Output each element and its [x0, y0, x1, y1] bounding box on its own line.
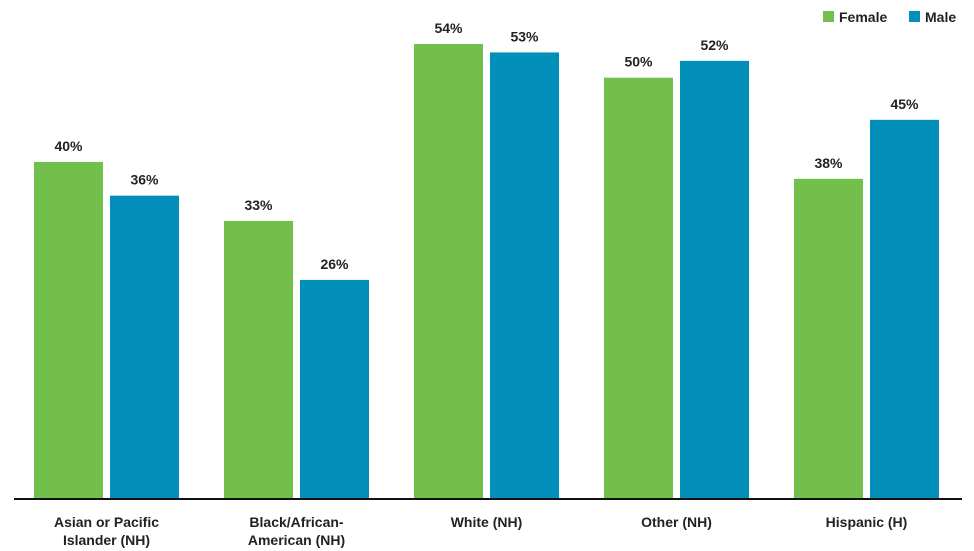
value-label-male-asian-or-pacific-islander-nh: 36%	[130, 172, 159, 188]
legend-swatch-female	[823, 11, 834, 22]
legend-label-male: Male	[925, 9, 956, 25]
bar-female-black-african-american-nh	[224, 220, 293, 499]
legend: Female Male	[823, 9, 956, 25]
category-label-other-nh: Other (NH)	[641, 514, 712, 530]
bar-female-white-nh	[414, 44, 483, 499]
bar-male-black-african-american-nh	[300, 279, 369, 499]
bar-female-other-nh	[604, 77, 673, 499]
legend-swatch-male	[909, 11, 920, 22]
value-label-female-black-african-american-nh: 33%	[244, 197, 273, 213]
value-label-male-white-nh: 53%	[510, 28, 539, 44]
category-label-asian-or-pacific-islander-nh-line-2: Islander (NH)	[63, 532, 150, 548]
bar-female-hispanic-h	[794, 178, 863, 499]
value-label-female-white-nh: 54%	[434, 20, 463, 36]
bar-male-white-nh	[490, 52, 559, 499]
bar-male-asian-or-pacific-islander-nh	[110, 195, 179, 499]
category-label-hispanic-h: Hispanic (H)	[826, 514, 908, 530]
value-label-male-other-nh: 52%	[700, 37, 729, 53]
value-label-female-hispanic-h: 38%	[814, 155, 843, 171]
category-label-asian-or-pacific-islander-nh-line-1: Asian or Pacific	[54, 514, 159, 530]
value-label-male-hispanic-h: 45%	[890, 96, 919, 112]
value-label-female-asian-or-pacific-islander-nh: 40%	[54, 138, 83, 154]
bar-male-other-nh	[680, 60, 749, 499]
category-labels-group: Asian or Pacific Islander (NH) Black/Afric…	[54, 514, 907, 548]
bars-group	[34, 44, 939, 500]
value-label-male-black-african-american-nh: 26%	[320, 256, 349, 272]
value-labels-group: 40% 36% 33% 26% 54% 53% 50% 52% 38% 45%	[54, 20, 919, 272]
bar-male-hispanic-h	[870, 119, 939, 499]
legend-label-female: Female	[839, 9, 887, 25]
category-label-black-african-american-nh-line-2: American (NH)	[248, 532, 345, 548]
category-label-white-nh: White (NH)	[451, 514, 523, 530]
bar-female-asian-or-pacific-islander-nh	[34, 161, 103, 500]
category-label-black-african-american-nh-line-1: Black/African-	[249, 514, 343, 530]
value-label-female-other-nh: 50%	[624, 54, 653, 70]
